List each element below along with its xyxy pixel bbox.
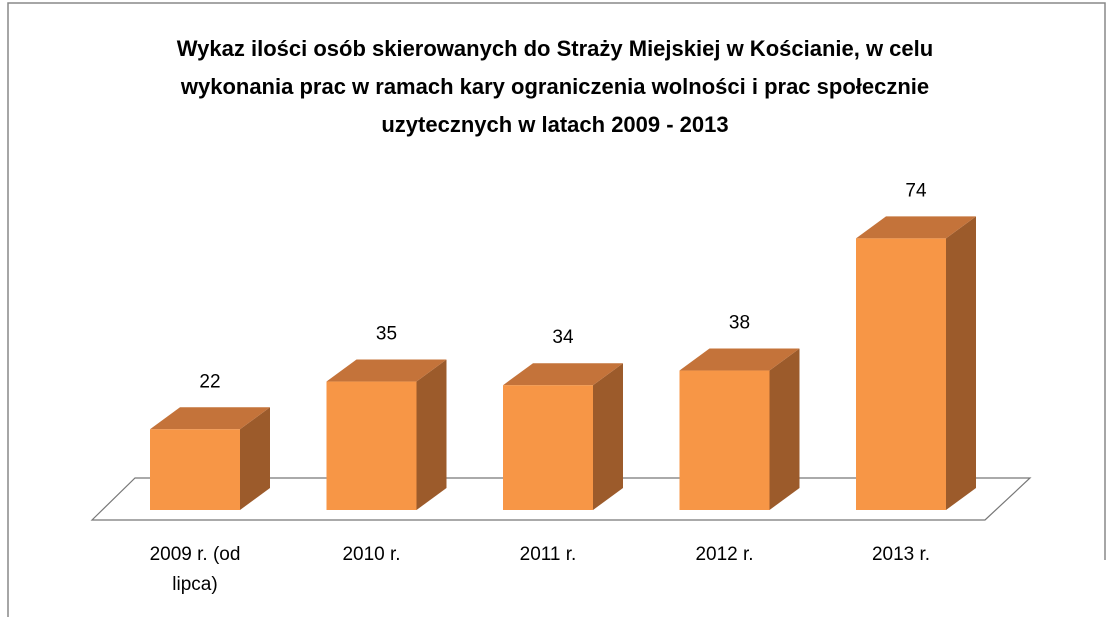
bar-top	[679, 348, 800, 371]
value-label: 35	[376, 324, 397, 345]
bar-top	[503, 363, 623, 386]
bar-top	[150, 407, 270, 430]
bar-side	[593, 363, 623, 510]
bar	[856, 238, 946, 511]
value-label: 22	[199, 371, 220, 392]
bar	[326, 381, 417, 510]
chart-title: Wykaz ilości osób skierowanych do Straży…	[176, 36, 934, 137]
bar-top	[326, 359, 447, 382]
bar-side	[946, 216, 976, 511]
x-tick-label: 2011 r.	[519, 544, 577, 565]
x-tick-label: 2010 r.	[342, 544, 401, 565]
value-label: 74	[905, 180, 927, 201]
chart-border	[7, 2, 1106, 617]
x-tick-label: 2012 r.	[695, 544, 754, 565]
bar-top	[856, 216, 976, 239]
bar	[503, 385, 593, 510]
value-label: 38	[729, 313, 750, 334]
bar-side	[769, 348, 800, 510]
x-tick-label: 2009 r. (od lipca)	[149, 544, 241, 595]
value-label: 34	[552, 327, 574, 348]
bar-side	[240, 407, 270, 510]
bar-side	[416, 359, 447, 510]
bar	[150, 429, 240, 510]
x-tick-label: 2013 r.	[871, 544, 931, 565]
bar	[679, 370, 770, 510]
